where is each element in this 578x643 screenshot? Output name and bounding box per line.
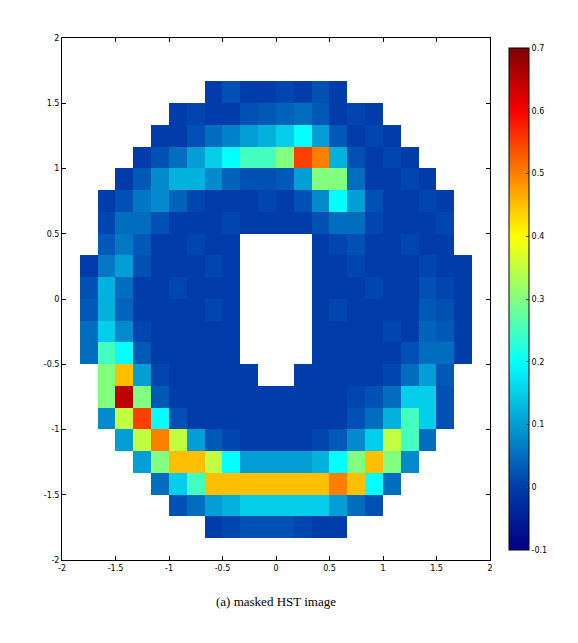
svg-text:0: 0 — [54, 295, 59, 304]
svg-text:-2: -2 — [51, 556, 59, 565]
svg-text:0.2: 0.2 — [532, 358, 545, 367]
svg-text:(a) masked HST image: (a) masked HST image — [216, 594, 336, 609]
svg-text:-1.5: -1.5 — [44, 491, 60, 500]
svg-text:-0.1: -0.1 — [532, 546, 548, 555]
svg-text:0.5: 0.5 — [532, 169, 545, 178]
svg-text:-0.5: -0.5 — [215, 564, 231, 573]
svg-text:0.4: 0.4 — [532, 232, 545, 241]
svg-text:0: 0 — [532, 483, 537, 492]
svg-text:0.3: 0.3 — [532, 295, 545, 304]
svg-text:2: 2 — [487, 564, 492, 573]
svg-text:0.1: 0.1 — [532, 420, 545, 429]
svg-text:-1: -1 — [51, 425, 59, 434]
svg-text:0: 0 — [273, 564, 278, 573]
svg-text:0.6: 0.6 — [532, 107, 545, 116]
svg-text:1.5: 1.5 — [430, 564, 443, 573]
svg-text:0.5: 0.5 — [47, 230, 60, 239]
svg-text:-0.5: -0.5 — [44, 360, 60, 369]
svg-text:-1.5: -1.5 — [108, 564, 124, 573]
svg-text:1: 1 — [54, 164, 59, 173]
svg-text:0.5: 0.5 — [323, 564, 336, 573]
svg-text:-1: -1 — [165, 564, 173, 573]
svg-text:0.7: 0.7 — [532, 44, 545, 53]
svg-text:1: 1 — [380, 564, 385, 573]
svg-text:2: 2 — [54, 34, 59, 43]
svg-text:-2: -2 — [58, 564, 66, 573]
svg-text:1.5: 1.5 — [47, 99, 60, 108]
